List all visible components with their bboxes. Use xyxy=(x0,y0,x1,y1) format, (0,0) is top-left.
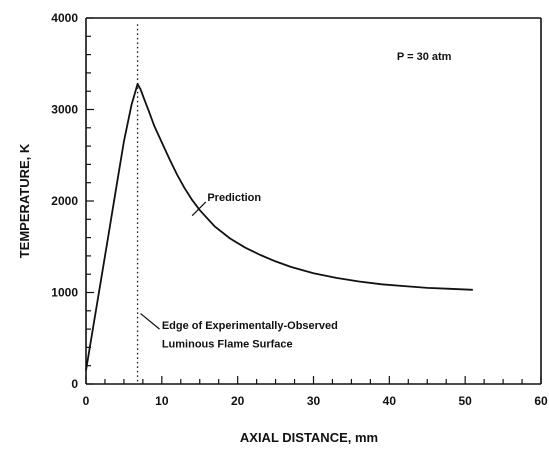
x-axis-title: AXIAL DISTANCE, mm xyxy=(240,430,378,445)
x-tick-label: 60 xyxy=(534,394,548,408)
edge-arrow xyxy=(140,313,160,330)
y-tick-label: 4000 xyxy=(51,11,78,25)
prediction-series-line xyxy=(85,83,473,371)
ticks: 0 10 20 30 40 50 60 0 1000 2000 3000 4000 xyxy=(51,11,548,408)
x-tick-label: 20 xyxy=(231,394,245,408)
edge-annotation-line1: Edge of Experimentally-Observed xyxy=(162,320,338,332)
x-tick-label: 50 xyxy=(458,394,472,408)
x-tick-label: 0 xyxy=(83,394,90,408)
y-axis-title: TEMPERATURE, K xyxy=(17,143,32,258)
x-tick-label: 40 xyxy=(383,394,397,408)
y-tick-label: 0 xyxy=(71,377,78,391)
x-tick-label: 30 xyxy=(307,394,321,408)
edge-annotation-line2: Luminous Flame Surface xyxy=(162,338,293,350)
pressure-annotation: P = 30 atm xyxy=(397,51,452,63)
y-tick-label: 3000 xyxy=(51,103,78,117)
y-tick-label: 2000 xyxy=(51,194,78,208)
y-tick-label: 1000 xyxy=(51,286,78,300)
prediction-arrow xyxy=(191,201,207,217)
prediction-annotation: Prediction xyxy=(207,192,261,204)
x-tick-label: 10 xyxy=(155,394,169,408)
series-layer xyxy=(85,83,473,371)
